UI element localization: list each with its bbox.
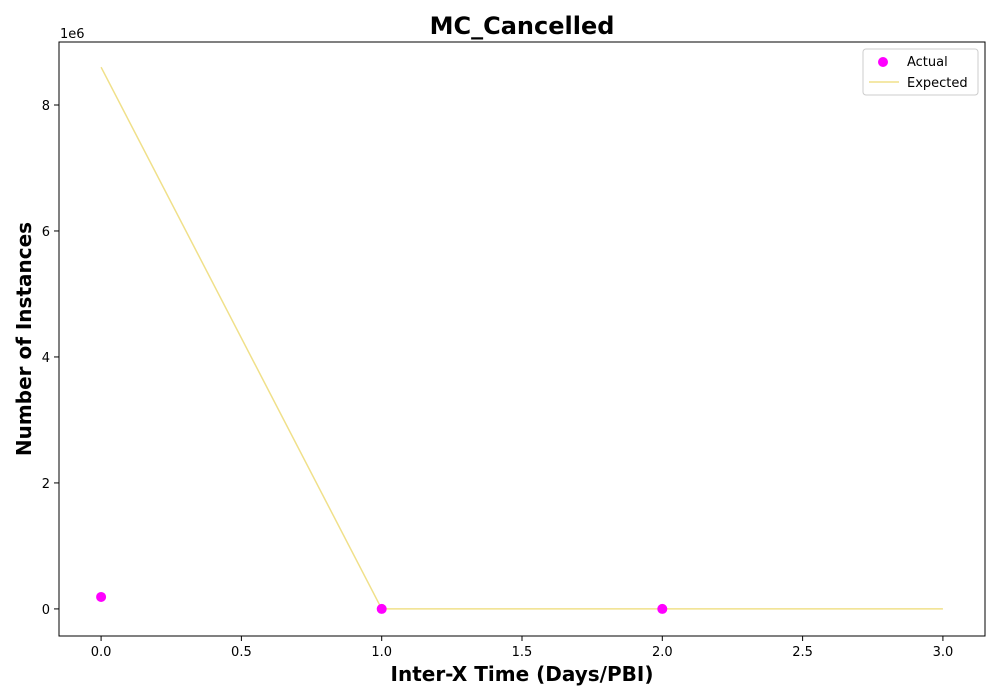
y-tick-label: 4 (42, 351, 50, 366)
legend-box (862, 48, 979, 96)
x-tick-label: 2.5 (792, 645, 813, 660)
x-tick-label: 0.5 (231, 645, 252, 660)
y-tick-label: 0 (42, 603, 50, 618)
y-axis-label: Number of Instances (12, 222, 36, 456)
legend-expected-label: Expected (907, 76, 968, 91)
series-lines (100, 66, 943, 610)
y-tick-label: 8 (42, 99, 50, 114)
data-point-actual (376, 603, 387, 614)
legend: Actual Expected (862, 48, 979, 96)
plot-area (58, 41, 986, 637)
x-axis-ticks: 0.0 0.5 1.0 1.5 2.0 2.5 3.0 (91, 636, 954, 660)
series-line-expected (100, 66, 943, 610)
legend-actual-marker (878, 57, 888, 67)
y-tick-label: 2 (42, 477, 50, 492)
y-axis-ticks: 0 2 4 6 8 (42, 99, 59, 618)
data-point-actual (96, 591, 107, 602)
x-tick-label: 3.0 (933, 645, 954, 660)
x-tick-label: 0.0 (91, 645, 112, 660)
chart-title: MC_Cancelled (430, 12, 615, 40)
y-tick-label: 6 (42, 225, 50, 240)
y-offset-label: 1e6 (60, 27, 85, 42)
x-axis-label: Inter-X Time (Days/PBI) (391, 662, 654, 686)
x-tick-label: 1.0 (371, 645, 392, 660)
series-points (96, 591, 668, 614)
data-point-actual (657, 603, 668, 614)
legend-actual-label: Actual (907, 55, 948, 70)
x-tick-label: 1.5 (512, 645, 533, 660)
x-tick-label: 2.0 (652, 645, 673, 660)
